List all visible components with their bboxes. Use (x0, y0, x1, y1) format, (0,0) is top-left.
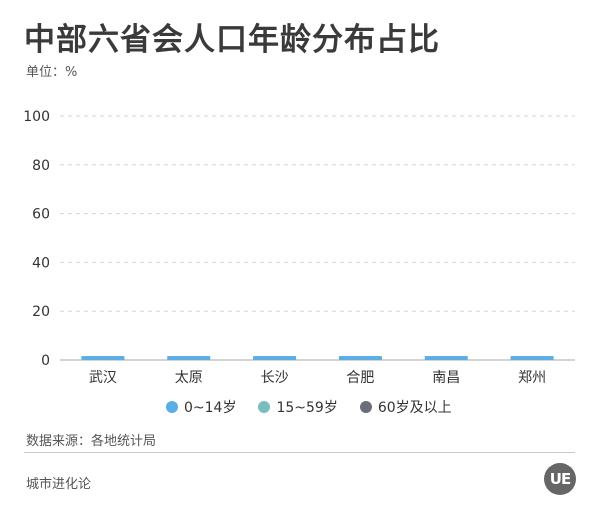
divider (24, 452, 575, 453)
x-category-label: 合肥 (346, 370, 374, 386)
legend-label: 60岁及以上 (377, 400, 452, 416)
x-category-label: 郑州 (518, 370, 546, 386)
legend: 0~14岁 15~59岁 60岁及以上 (166, 397, 452, 417)
y-tick-label: 0 (41, 353, 50, 369)
bar-segment (338, 356, 382, 360)
legend-dot-icon (258, 401, 271, 413)
legend-dot-icon (166, 401, 178, 413)
unit-label: 单位：% (26, 65, 78, 80)
brand-logo: UE (544, 463, 576, 495)
footer-brand: 城市进化论 (26, 477, 92, 492)
y-tick-label: 80 (32, 158, 50, 174)
x-category-label: 南昌 (432, 370, 460, 386)
y-tick-label: 40 (32, 255, 50, 271)
x-category-label: 武汉 (89, 370, 117, 386)
bar-chart: 0 20 40 60 80 100 武汉 太原 长沙 合肥 南昌 郑州 (23, 109, 575, 386)
legend-label: 0~14岁 (184, 400, 237, 416)
y-tick-label: 20 (32, 304, 50, 320)
data-source: 数据来源：各地统计局 (26, 434, 157, 449)
x-category-label: 太原 (175, 370, 203, 386)
bar-segment (510, 356, 554, 360)
bar-segment (253, 356, 297, 360)
y-tick-label: 100 (23, 109, 50, 125)
y-tick-label: 60 (32, 207, 50, 223)
bar-segment (81, 356, 125, 360)
chart-title: 中部六省会人口年龄分布占比 (24, 22, 440, 58)
legend-item-15-59[interactable]: 15~59岁 (258, 397, 338, 417)
bar-segment (167, 356, 211, 360)
legend-label: 15~59岁 (276, 400, 338, 416)
x-category-label: 长沙 (261, 370, 289, 386)
legend-dot-icon (359, 401, 372, 413)
legend-item-0-14[interactable]: 0~14岁 (166, 397, 236, 417)
bar-segment (424, 356, 468, 360)
legend-item-60-plus[interactable]: 60岁及以上 (359, 397, 452, 417)
